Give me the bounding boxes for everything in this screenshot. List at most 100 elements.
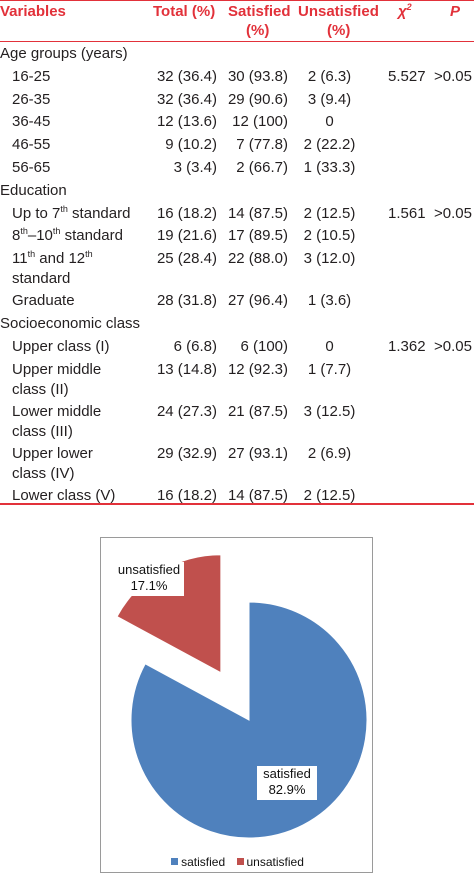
group-label: Education [0, 181, 67, 199]
data-label-line: unsatisfied [117, 562, 181, 577]
row-label-sup: th [27, 249, 36, 260]
row-label: 26-35 [12, 89, 50, 110]
row-total: 16 (18.2) [156, 204, 217, 222]
header-unsatisfied: Unsatisfied [298, 3, 379, 20]
row-total: 32 (36.4) [156, 67, 217, 85]
results-table: Variables Total (%) Satisfied (%) Unsati… [0, 0, 474, 506]
row-label-text: 11 [12, 250, 28, 268]
header-satisfied-unit: (%) [246, 22, 270, 39]
row-satisfied: 21 (87.5) [227, 402, 288, 420]
legend-swatch-unsatisfied [236, 858, 244, 865]
row-unsatisfied: 3 (9.4) [307, 90, 352, 108]
row-label-text: Upper class (I) [12, 337, 110, 355]
row-total: 29 (32.9) [156, 444, 217, 462]
row-label: Upper lower [12, 443, 93, 464]
row-chi-square: 1.561 [388, 204, 426, 222]
row-label-tail: and 12 [35, 250, 86, 268]
row-label: 8th–10th standard [12, 225, 123, 246]
row-label-text: Upper lower [12, 444, 93, 462]
row-label: Upper class (I) [12, 336, 110, 357]
row-total: 28 (31.8) [156, 292, 217, 310]
row-total: 24 (27.3) [156, 402, 217, 420]
row-label: Lower middle [12, 401, 101, 422]
row-total: 9 (10.2) [165, 136, 217, 154]
row-total: 16 (18.2) [156, 486, 217, 504]
data-label-line: 17.1% [130, 578, 168, 593]
row-p-value: >0.05 [434, 337, 472, 355]
row-label-sup: th [52, 226, 61, 237]
data-label-satisfied: satisfied 82.9% [257, 766, 317, 800]
row-unsatisfied: 2 (10.5) [303, 227, 356, 245]
row-label-line2: class (IV) [12, 464, 75, 482]
row-satisfied: 14 (87.5) [227, 486, 288, 504]
row-unsatisfied: 2 (12.5) [303, 204, 356, 222]
row-total: 19 (21.6) [156, 227, 217, 245]
header-unsatisfied-unit: (%) [327, 22, 351, 39]
row-satisfied: 12 (100) [232, 113, 288, 131]
legend-label-unsatisfied: unsatisfied [246, 854, 304, 869]
row-satisfied: 27 (93.1) [227, 444, 288, 462]
row-label-text: 46-55 [12, 136, 51, 154]
row-label: 36-45 [12, 111, 50, 132]
header-variables: Variables [0, 3, 66, 20]
chart-legend: satisfied unsatisfied [101, 854, 374, 869]
data-label-unsatisfied: unsatisfied 17.1% [114, 562, 184, 596]
row-label-line2: class (III) [12, 422, 73, 440]
row-unsatisfied: 2 (6.9) [307, 444, 352, 462]
row-unsatisfied: 3 (12.5) [303, 402, 356, 420]
table-top-rule [0, 0, 474, 1]
header-chi-square: χ2 [398, 2, 412, 22]
row-label-line2: standard [12, 270, 71, 288]
row-label-text: 26-35 [12, 90, 51, 108]
legend-swatch-satisfied [171, 858, 179, 865]
legend-label-satisfied: satisfied [181, 854, 226, 869]
row-satisfied: 12 (92.3) [227, 360, 288, 378]
row-p-value: >0.05 [434, 67, 472, 85]
header-total: Total (%) [153, 3, 216, 20]
row-label-text: Lower middle [12, 402, 102, 420]
row-label: 16-25 [12, 66, 50, 87]
group-label: Age groups (years) [0, 45, 128, 62]
row-satisfied: 17 (89.5) [227, 227, 288, 245]
table-header: Variables Total (%) Satisfied (%) Unsati… [0, 0, 474, 42]
header-p: P [450, 3, 461, 20]
row-satisfied: 22 (88.0) [227, 250, 288, 268]
row-label: Graduate [12, 290, 75, 311]
row-label-text: 8 [12, 227, 21, 245]
row-satisfied: 7 (77.8) [236, 136, 288, 154]
row-chi-square: 5.527 [388, 67, 426, 85]
row-label-text: 56-65 [12, 159, 51, 176]
row-label-sup: th [20, 226, 28, 237]
row-unsatisfied: 3 (12.0) [303, 250, 356, 268]
row-satisfied: 2 (66.7) [236, 159, 288, 176]
row-satisfied: 14 (87.5) [227, 204, 288, 222]
group-label: Socioeconomic class [0, 315, 141, 332]
row-label: Upper middle [12, 359, 101, 380]
row-label-tail: standard [67, 204, 131, 222]
row-chi-square: 1.362 [388, 337, 426, 355]
row-label: 46-55 [12, 134, 50, 155]
row-label-line2: class (II) [12, 380, 69, 398]
row-label: Lower class (V) [12, 485, 115, 506]
row-satisfied: 30 (93.8) [227, 67, 288, 85]
row-unsatisfied: 2 (12.5) [303, 486, 356, 504]
row-label-text: Upper middle [12, 360, 102, 378]
chi-symbol: χ [398, 3, 407, 20]
row-label-text: 16-25 [12, 67, 51, 85]
row-label-text: Graduate [12, 292, 75, 310]
row-label-tail: standard [60, 227, 123, 245]
row-satisfied: 27 (96.4) [227, 292, 288, 310]
row-label-text: Up to 7 [12, 204, 61, 222]
row-total: 3 (3.4) [173, 159, 217, 176]
row-satisfied: 29 (90.6) [227, 90, 288, 108]
row-label-tail: –10 [27, 227, 53, 245]
row-label-sup: th [85, 249, 93, 260]
row-label: 56-65 [12, 157, 50, 178]
legend-item-unsatisfied: unsatisfied [236, 854, 304, 869]
legend-item-satisfied: satisfied [171, 855, 225, 869]
row-total: 32 (36.4) [156, 90, 217, 108]
data-label-line: 82.9% [268, 782, 306, 797]
row-total: 25 (28.4) [156, 250, 217, 268]
row-label-sup: th [60, 203, 68, 214]
data-label-line: satisfied [263, 766, 311, 781]
